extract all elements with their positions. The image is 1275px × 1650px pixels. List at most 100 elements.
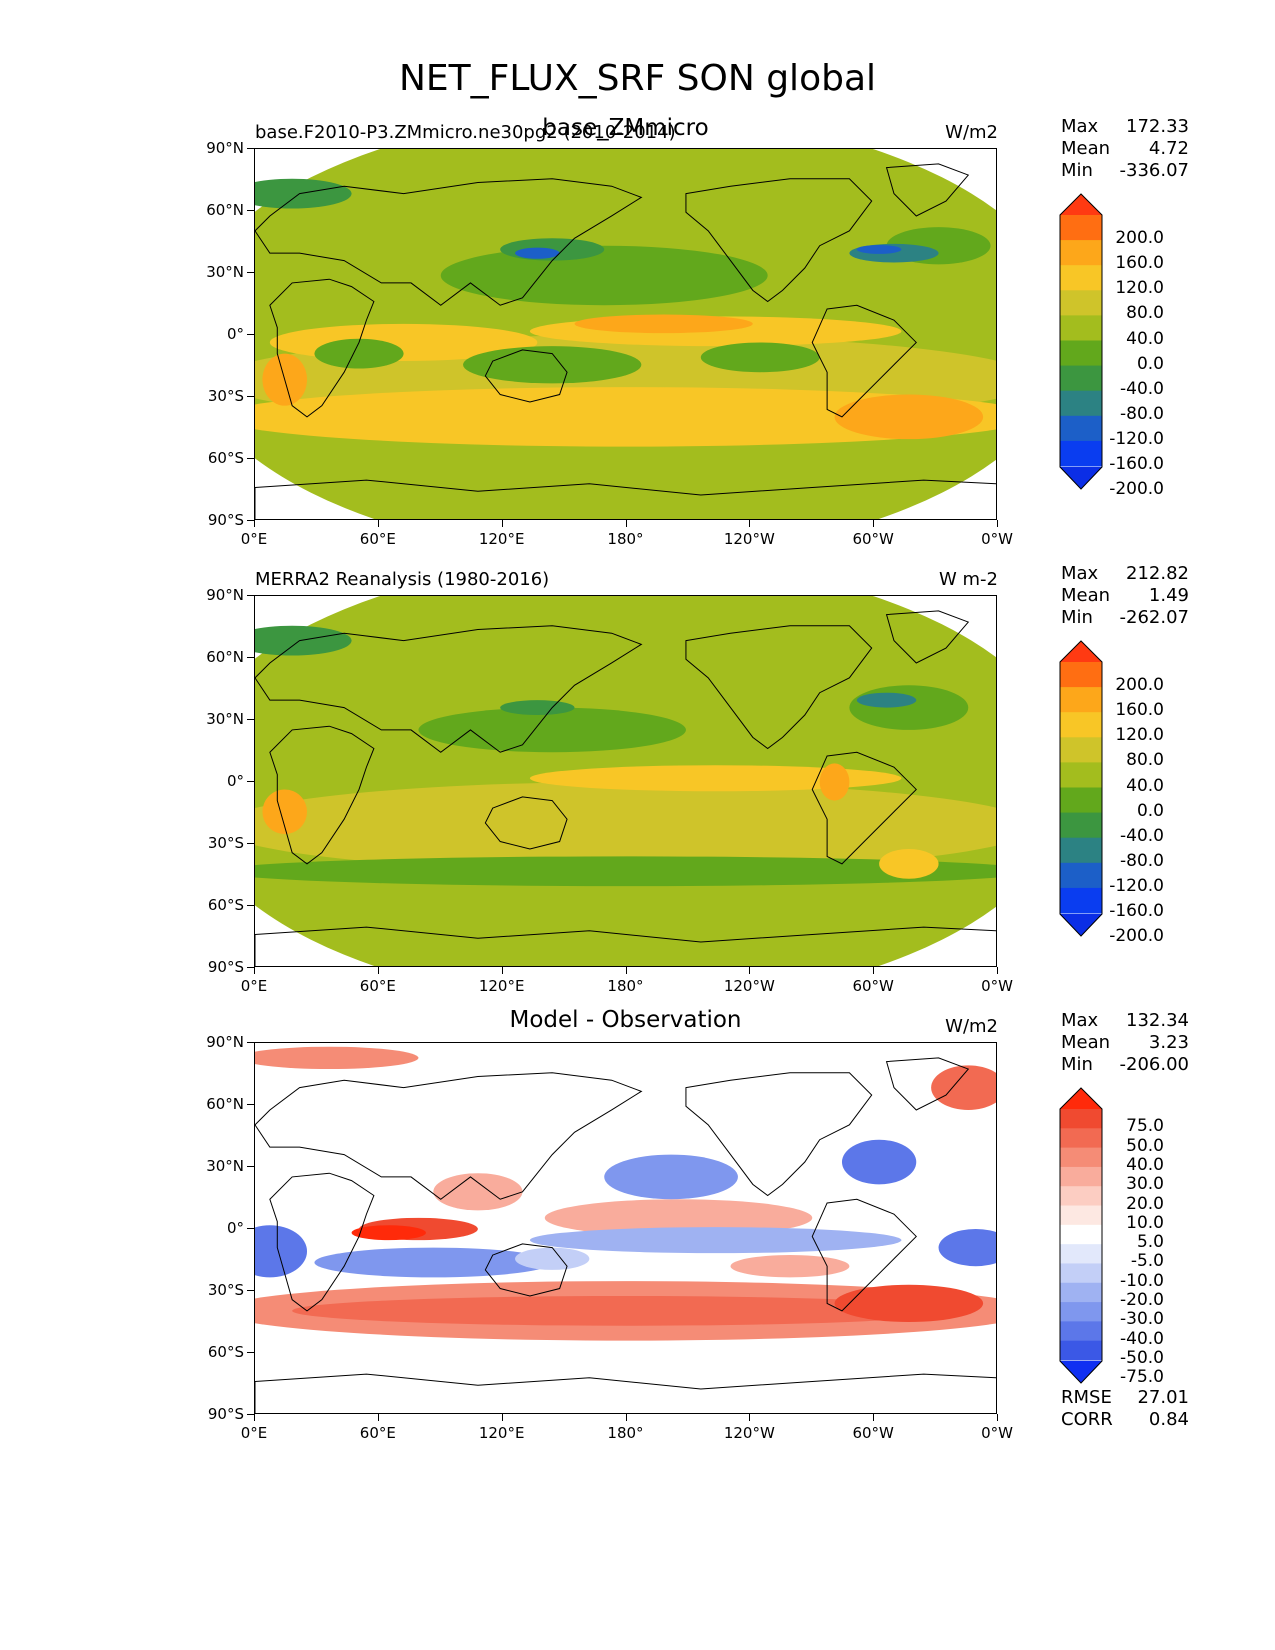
lon-tick-mark <box>749 967 751 974</box>
contour-region <box>730 1255 850 1278</box>
contour-region <box>931 1065 996 1110</box>
lon-tick-mark <box>749 520 751 527</box>
lat-tick-mark <box>247 905 254 906</box>
colorbar-segment <box>1060 712 1102 738</box>
lon-tick-mark <box>873 520 875 527</box>
stat-mean: Mean 3.23 <box>1061 1032 1189 1054</box>
lon-tick-label: 120°E <box>478 530 525 548</box>
contour-region <box>262 789 308 835</box>
coastline <box>811 751 917 865</box>
colorbar-segment <box>1060 340 1102 367</box>
contour-region <box>604 1154 738 1200</box>
contour-region <box>255 782 996 872</box>
lon-tick-label: 60°W <box>852 977 894 995</box>
colorbar-level-label: -200.0 <box>1109 926 1164 947</box>
lat-tick-mark <box>247 1290 254 1291</box>
colorbar-segment <box>1060 265 1102 291</box>
colorbar-level-label: 40.0 <box>1126 1154 1164 1175</box>
colorbar-segment <box>1060 365 1102 392</box>
lon-tick-mark <box>501 1414 503 1421</box>
colorbar-segment <box>1060 1302 1102 1322</box>
lat-tick-mark <box>247 719 254 720</box>
stat-min: Min -262.07 <box>1061 607 1189 629</box>
colorbar-level-label: 160.0 <box>1115 700 1164 721</box>
lon-tick-label: 60°E <box>359 530 396 548</box>
contour-region <box>544 1199 813 1237</box>
colorbar-segment <box>1060 762 1102 788</box>
stat-min-label: Min <box>1061 1054 1093 1075</box>
colorbar-level-label: 120.0 <box>1115 725 1164 746</box>
lon-tick-label: 120°E <box>478 977 525 995</box>
lat-tick-mark <box>247 272 254 273</box>
colorbar-level-label: -40.0 <box>1120 378 1164 399</box>
colorbar-segment <box>1060 687 1102 713</box>
panel-units: W m-2 <box>938 569 998 590</box>
colorbar-level-label: -120.0 <box>1109 428 1164 449</box>
lat-tick-mark <box>247 148 254 149</box>
lon-tick-mark <box>254 1414 255 1421</box>
stat-max-value: 132.34 <box>1126 1010 1189 1031</box>
panel-units: W/m2 <box>945 1016 998 1037</box>
colorbar-level-label: 40.0 <box>1126 328 1164 349</box>
coastline <box>269 278 375 418</box>
lon-tick-mark <box>377 1414 379 1421</box>
colorbar-extend-max <box>1060 1088 1102 1109</box>
colorbar-segment <box>1060 240 1102 266</box>
colorbar-level-label: -80.0 <box>1120 850 1164 871</box>
contour-region <box>463 346 642 384</box>
colorbar-segment <box>1060 812 1102 839</box>
contour-field <box>255 596 996 966</box>
coastline <box>255 479 996 519</box>
colorbar-segment <box>1060 1128 1102 1149</box>
lon-tick-label: 180° <box>607 530 644 548</box>
lon-tick-label: 60°E <box>359 1424 396 1442</box>
colorbar-level-label: -75.0 <box>1120 1367 1164 1388</box>
colorbar-segment <box>1060 415 1102 442</box>
metric-rmse-label: RMSE <box>1061 1387 1112 1408</box>
coastline <box>885 610 970 664</box>
colorbar-segment <box>1060 1109 1102 1129</box>
colorbar-segment <box>1060 837 1102 864</box>
contour-region <box>255 387 996 447</box>
colorbar-segment <box>1060 737 1102 763</box>
contour-field <box>255 149 996 519</box>
contour-region <box>834 394 984 440</box>
lon-tick-label: 60°E <box>359 977 396 995</box>
colorbar-level-label: 120.0 <box>1115 278 1164 299</box>
colorbar-outline <box>1059 1087 1103 1384</box>
lat-tick-label: 60°S <box>207 1343 244 1361</box>
coastline <box>269 725 375 865</box>
figure-title: NET_FLUX_SRF SON global <box>398 58 877 99</box>
contour-region <box>500 700 575 716</box>
stat-min-value: -262.07 <box>1119 607 1189 628</box>
colorbar-level-label: 50.0 <box>1126 1135 1164 1156</box>
contour-region <box>574 314 753 334</box>
metric-corr-value: 0.84 <box>1148 1409 1189 1430</box>
lat-tick-label: 30°N <box>206 263 244 281</box>
panel-metrics: RMSE 27.01 CORR 0.84 <box>1061 1387 1189 1431</box>
map-plot <box>254 148 997 520</box>
panel-left-title: base.F2010-P3.ZMmicro.ne30pg2 (2010-2014… <box>255 122 676 143</box>
colorbar-segment <box>1060 1282 1102 1303</box>
colorbar-extend-max <box>1060 641 1102 662</box>
lat-tick-label: 60°S <box>207 896 244 914</box>
colorbar-level-label: 30.0 <box>1126 1174 1164 1195</box>
stat-mean-value: 4.72 <box>1148 138 1189 159</box>
contour-region <box>255 856 996 887</box>
colorbar-extend-min <box>1060 1361 1102 1383</box>
colorbar <box>1059 1087 1103 1384</box>
stat-mean: Mean 4.72 <box>1061 138 1189 160</box>
colorbar-level-label: -30.0 <box>1120 1309 1164 1330</box>
lat-tick-label: 30°S <box>207 834 244 852</box>
lat-tick-mark <box>247 210 254 211</box>
colorbar-level-label: 160.0 <box>1115 253 1164 274</box>
lat-tick-mark <box>247 1414 254 1415</box>
coastline <box>811 1198 917 1312</box>
stat-max-label: Max <box>1061 116 1099 137</box>
colorbar-segment <box>1060 662 1102 688</box>
metric-corr-label: CORR <box>1061 1409 1113 1430</box>
lat-tick-label: 0° <box>226 772 244 790</box>
stat-min-value: -206.00 <box>1119 1054 1189 1075</box>
lon-tick-label: 120°E <box>478 1424 525 1442</box>
lat-tick-mark <box>247 1228 254 1229</box>
